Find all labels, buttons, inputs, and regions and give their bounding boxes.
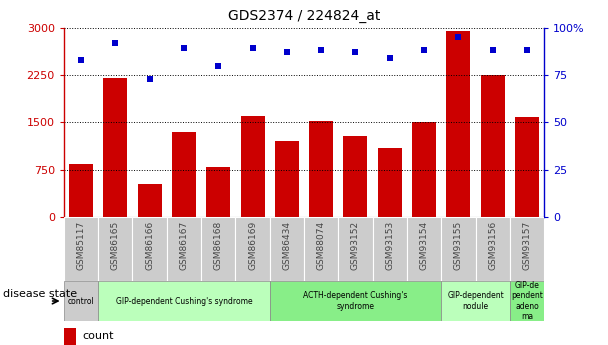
Bar xyxy=(475,217,510,281)
Point xyxy=(282,49,292,55)
Bar xyxy=(373,217,407,281)
Bar xyxy=(241,116,264,217)
Text: GSM85117: GSM85117 xyxy=(77,220,86,270)
Text: disease state: disease state xyxy=(3,289,77,299)
Point xyxy=(247,46,257,51)
Bar xyxy=(137,185,162,217)
Bar xyxy=(338,217,373,281)
Point xyxy=(179,46,188,51)
Text: GSM86168: GSM86168 xyxy=(214,220,223,270)
Bar xyxy=(412,122,436,217)
Bar xyxy=(172,132,196,217)
Bar xyxy=(510,217,544,281)
Bar xyxy=(270,281,441,321)
Text: GDS2374 / 224824_at: GDS2374 / 224824_at xyxy=(228,9,380,23)
Point xyxy=(351,49,361,55)
Bar xyxy=(441,281,510,321)
Text: GSM86166: GSM86166 xyxy=(145,220,154,270)
Bar xyxy=(446,31,471,217)
Bar xyxy=(275,141,299,217)
Bar xyxy=(481,75,505,217)
Bar xyxy=(133,217,167,281)
Point xyxy=(522,48,532,53)
Bar xyxy=(344,136,367,217)
Bar xyxy=(309,121,333,217)
Point xyxy=(145,76,154,81)
Text: GIP-dependent
nodule: GIP-dependent nodule xyxy=(447,291,504,311)
Point xyxy=(454,34,463,40)
Text: GSM86434: GSM86434 xyxy=(282,220,291,269)
Text: GSM86169: GSM86169 xyxy=(248,220,257,270)
Text: GSM93155: GSM93155 xyxy=(454,220,463,270)
Bar xyxy=(167,217,201,281)
Bar xyxy=(378,148,402,217)
Text: GSM86167: GSM86167 xyxy=(179,220,188,270)
Bar xyxy=(64,281,98,321)
Text: GIP-dependent Cushing's syndrome: GIP-dependent Cushing's syndrome xyxy=(116,296,252,306)
Text: GIP-de
pendent
adeno
ma: GIP-de pendent adeno ma xyxy=(511,281,543,321)
Text: count: count xyxy=(82,331,114,341)
Point xyxy=(76,57,86,62)
Bar xyxy=(103,78,127,217)
Text: GSM93153: GSM93153 xyxy=(385,220,394,270)
Text: ACTH-dependent Cushing's
syndrome: ACTH-dependent Cushing's syndrome xyxy=(303,291,407,311)
Point xyxy=(316,48,326,53)
Point xyxy=(111,40,120,46)
Text: GSM88074: GSM88074 xyxy=(317,220,326,270)
Point xyxy=(419,48,429,53)
Text: GSM93157: GSM93157 xyxy=(522,220,531,270)
Bar xyxy=(407,217,441,281)
Bar xyxy=(304,217,338,281)
Point xyxy=(213,63,223,68)
Bar xyxy=(69,164,93,217)
Bar xyxy=(510,281,544,321)
Bar xyxy=(441,217,475,281)
Bar xyxy=(64,328,76,345)
Bar xyxy=(98,217,133,281)
Text: GSM86165: GSM86165 xyxy=(111,220,120,270)
Point xyxy=(385,55,395,61)
Bar xyxy=(64,217,98,281)
Bar xyxy=(206,167,230,217)
Text: control: control xyxy=(67,296,94,306)
Text: GSM93156: GSM93156 xyxy=(488,220,497,270)
Bar xyxy=(235,217,270,281)
Point xyxy=(488,48,497,53)
Bar xyxy=(201,217,235,281)
Bar xyxy=(515,117,539,217)
Text: GSM93154: GSM93154 xyxy=(420,220,429,270)
Bar xyxy=(98,281,270,321)
Bar xyxy=(270,217,304,281)
Text: GSM93152: GSM93152 xyxy=(351,220,360,270)
